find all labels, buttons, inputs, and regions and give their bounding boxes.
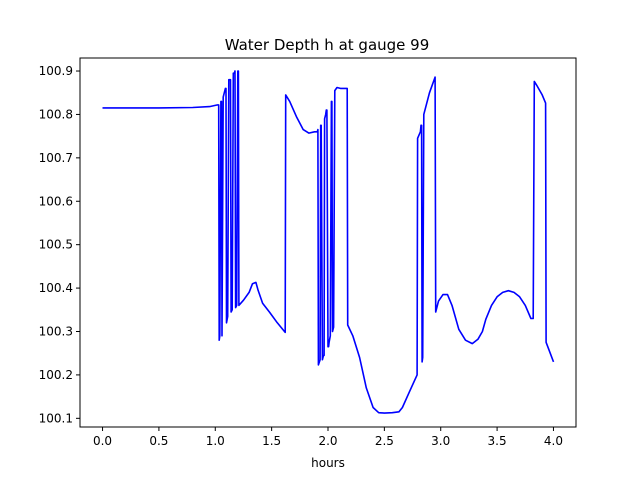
y-tick-label: 100.9 [39,64,73,78]
x-axis-label: hours [311,456,345,470]
series-line [102,70,555,414]
x-tick-label: 1.5 [262,434,281,448]
x-axis: 0.0 0.5 1.0 1.5 2.0 2.5 3.0 3.5 4.0 [93,427,563,448]
y-tick-label: 100.5 [39,238,73,252]
chart-title: Water Depth h at gauge 99 [225,36,430,54]
y-tick-label: 100.7 [39,151,73,165]
plot-frame [79,57,577,428]
x-tick-label: 2.5 [375,434,394,448]
x-tick-label: 0.0 [93,434,112,448]
x-tick-label: 3.5 [488,434,507,448]
x-tick-label: 4.0 [544,434,563,448]
y-tick-label: 100.1 [39,411,73,425]
y-tick-label: 100.2 [39,368,73,382]
x-tick-label: 1.0 [206,434,225,448]
x-tick-label: 0.5 [149,434,168,448]
x-tick-label: 2.0 [318,434,337,448]
y-tick-label: 100.3 [39,324,73,338]
x-tick-label: 3.0 [431,434,450,448]
y-axis: 100.1 100.2 100.3 100.4 100.5 100.6 100.7 100.8… [39,64,80,425]
y-tick-label: 100.8 [39,107,73,121]
y-tick-label: 100.6 [39,194,73,208]
y-tick-label: 100.4 [39,281,73,295]
